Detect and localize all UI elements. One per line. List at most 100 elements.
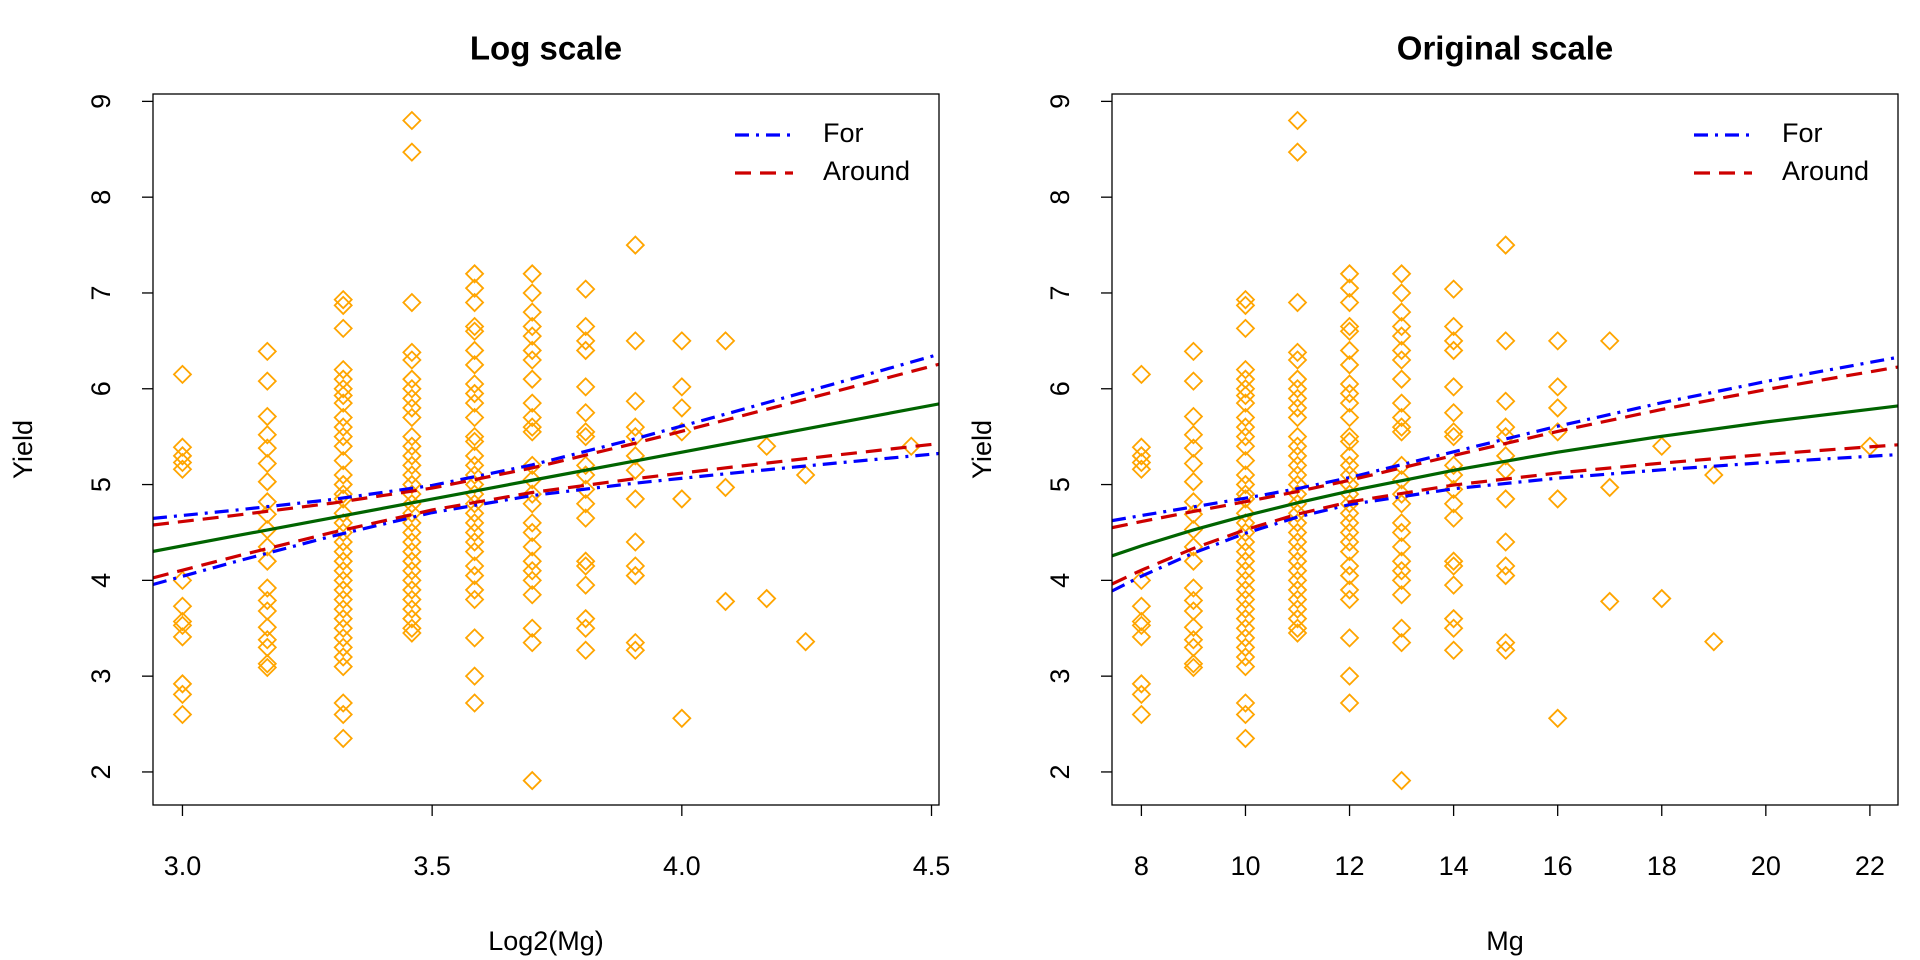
data-point	[1391, 350, 1412, 370]
x-tick-label: 18	[1647, 851, 1677, 881]
data-point	[522, 493, 542, 514]
data-point	[1131, 615, 1152, 636]
data-point	[1235, 618, 1256, 639]
data-point	[1391, 393, 1412, 413]
data-point	[625, 556, 646, 576]
legend-label: For	[823, 118, 864, 148]
data-point	[1235, 489, 1256, 509]
data-point	[575, 556, 596, 576]
data-point	[1235, 436, 1256, 457]
band-lower	[153, 441, 939, 580]
data-point	[522, 570, 542, 591]
data-point	[1391, 632, 1412, 653]
data-point	[1287, 455, 1308, 476]
data-point	[402, 455, 422, 476]
data-point	[1495, 446, 1516, 466]
data-point	[402, 599, 422, 619]
data-point	[522, 326, 542, 346]
data-point	[575, 331, 596, 351]
data-point	[575, 575, 596, 595]
data-point	[333, 728, 353, 749]
data-point	[1235, 289, 1256, 310]
data-point	[1287, 580, 1308, 600]
data-point	[1235, 589, 1256, 610]
band-upper	[1112, 355, 1898, 523]
data-point	[522, 369, 542, 389]
legend: For Around	[1694, 118, 1869, 186]
data-point	[1183, 601, 1204, 621]
data-point	[1391, 417, 1412, 437]
data-point	[1443, 279, 1464, 299]
data-point	[1339, 556, 1360, 576]
data-point	[795, 465, 816, 485]
data-point	[333, 656, 353, 677]
data-point	[172, 627, 193, 647]
data-point	[172, 452, 193, 473]
y-tick-label: 7	[1045, 285, 1075, 300]
data-point	[333, 561, 353, 581]
panel: Log scale Log2(Mg) Yield 3.0 3.5 4.0 4.5 2 3 4 5 6 7…	[8, 30, 950, 956]
data-point	[464, 355, 485, 375]
data-point	[464, 321, 485, 342]
data-point	[464, 383, 485, 404]
data-point	[1495, 556, 1516, 576]
data-point	[1339, 292, 1360, 313]
data-point	[464, 264, 485, 284]
data-point	[1339, 340, 1360, 361]
data-point	[1131, 437, 1152, 457]
data-point	[672, 708, 692, 729]
data-point	[1287, 426, 1308, 447]
data-point	[1131, 596, 1152, 616]
data-point	[1287, 388, 1308, 409]
data-point	[257, 341, 278, 362]
data-point	[1183, 438, 1204, 458]
band-upper	[153, 362, 939, 527]
data-point	[333, 541, 353, 562]
data-point	[1339, 565, 1360, 586]
data-point	[1443, 556, 1464, 576]
y-tick-label: 6	[86, 381, 116, 396]
data-point	[1183, 629, 1204, 650]
data-point	[1235, 503, 1256, 524]
data-point	[257, 578, 278, 598]
data-point	[402, 541, 422, 562]
data-point	[1287, 589, 1308, 610]
data-point	[402, 589, 422, 610]
data-point	[1391, 407, 1412, 428]
data-point	[1339, 455, 1360, 476]
data-point	[1391, 522, 1412, 543]
data-point	[1339, 278, 1360, 298]
data-point	[1183, 537, 1204, 557]
data-point	[1495, 426, 1516, 447]
data-point	[522, 316, 542, 337]
data-point	[1287, 522, 1308, 543]
plot-frame	[1111, 93, 1899, 806]
data-point	[1235, 628, 1256, 648]
data-point	[575, 402, 596, 423]
data-point	[257, 629, 278, 650]
data-point	[1495, 565, 1516, 586]
data-point	[1339, 426, 1360, 447]
data-point	[625, 391, 646, 411]
data-point	[1391, 561, 1412, 581]
data-point	[257, 590, 278, 611]
data-point	[575, 618, 596, 639]
data-point	[1235, 450, 1256, 471]
data-point	[522, 393, 542, 413]
data-point	[257, 601, 278, 621]
data-point	[1547, 708, 1568, 729]
data-point	[522, 522, 542, 543]
data-point	[1287, 608, 1308, 629]
data-point	[1599, 591, 1620, 612]
data-point	[522, 417, 542, 437]
data-point	[522, 561, 542, 581]
y-tick-label: 8	[1045, 190, 1075, 205]
y-tick-label: 8	[86, 190, 116, 205]
data-point	[522, 302, 542, 322]
data-point	[672, 377, 692, 397]
data-point	[1235, 295, 1256, 316]
data-point	[756, 588, 777, 609]
data-point	[625, 489, 646, 509]
